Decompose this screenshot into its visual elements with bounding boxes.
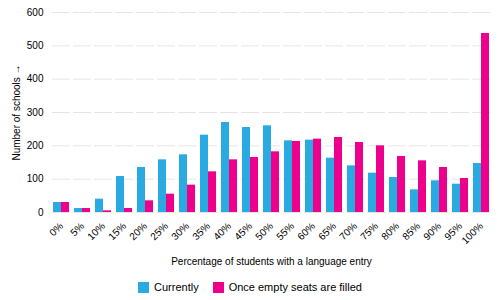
svg-text:100%: 100% bbox=[459, 220, 485, 246]
svg-text:35%: 35% bbox=[190, 220, 212, 242]
svg-text:30%: 30% bbox=[169, 220, 191, 242]
svg-text:0: 0 bbox=[38, 207, 44, 218]
svg-text:600: 600 bbox=[27, 7, 44, 18]
svg-text:20%: 20% bbox=[127, 220, 149, 242]
svg-text:50%: 50% bbox=[253, 220, 275, 242]
svg-text:70%: 70% bbox=[337, 220, 359, 242]
svg-text:100: 100 bbox=[27, 173, 44, 184]
svg-text:200: 200 bbox=[27, 140, 44, 151]
html-text:Currently: Currently bbox=[154, 281, 199, 293]
svg-text:300: 300 bbox=[27, 107, 44, 118]
svg-text:15%: 15% bbox=[106, 220, 128, 242]
svg-text:60%: 60% bbox=[295, 220, 317, 242]
svg-text:Percentage of students with a: Percentage of students with a language e… bbox=[171, 256, 372, 267]
svg-text:40%: 40% bbox=[211, 220, 233, 242]
svg-text:80%: 80% bbox=[379, 220, 401, 242]
html-text:Once empty seats are filled: Once empty seats are filled bbox=[228, 281, 362, 293]
svg-text:95%: 95% bbox=[442, 220, 465, 243]
svg-text:85%: 85% bbox=[400, 220, 422, 242]
svg-text:10%: 10% bbox=[85, 220, 107, 242]
svg-text:Number of schools →: Number of schools → bbox=[11, 64, 22, 160]
svg-text:400: 400 bbox=[27, 73, 44, 84]
svg-text:25%: 25% bbox=[148, 220, 170, 242]
svg-text:500: 500 bbox=[27, 40, 44, 51]
svg-text:0%: 0% bbox=[47, 220, 65, 238]
svg-text:45%: 45% bbox=[232, 220, 254, 242]
svg-text:90%: 90% bbox=[421, 220, 443, 242]
svg-text:65%: 65% bbox=[316, 220, 338, 242]
svg-text:55%: 55% bbox=[274, 220, 296, 242]
svg-text:75%: 75% bbox=[358, 220, 380, 242]
svg-text:5%: 5% bbox=[68, 220, 86, 238]
